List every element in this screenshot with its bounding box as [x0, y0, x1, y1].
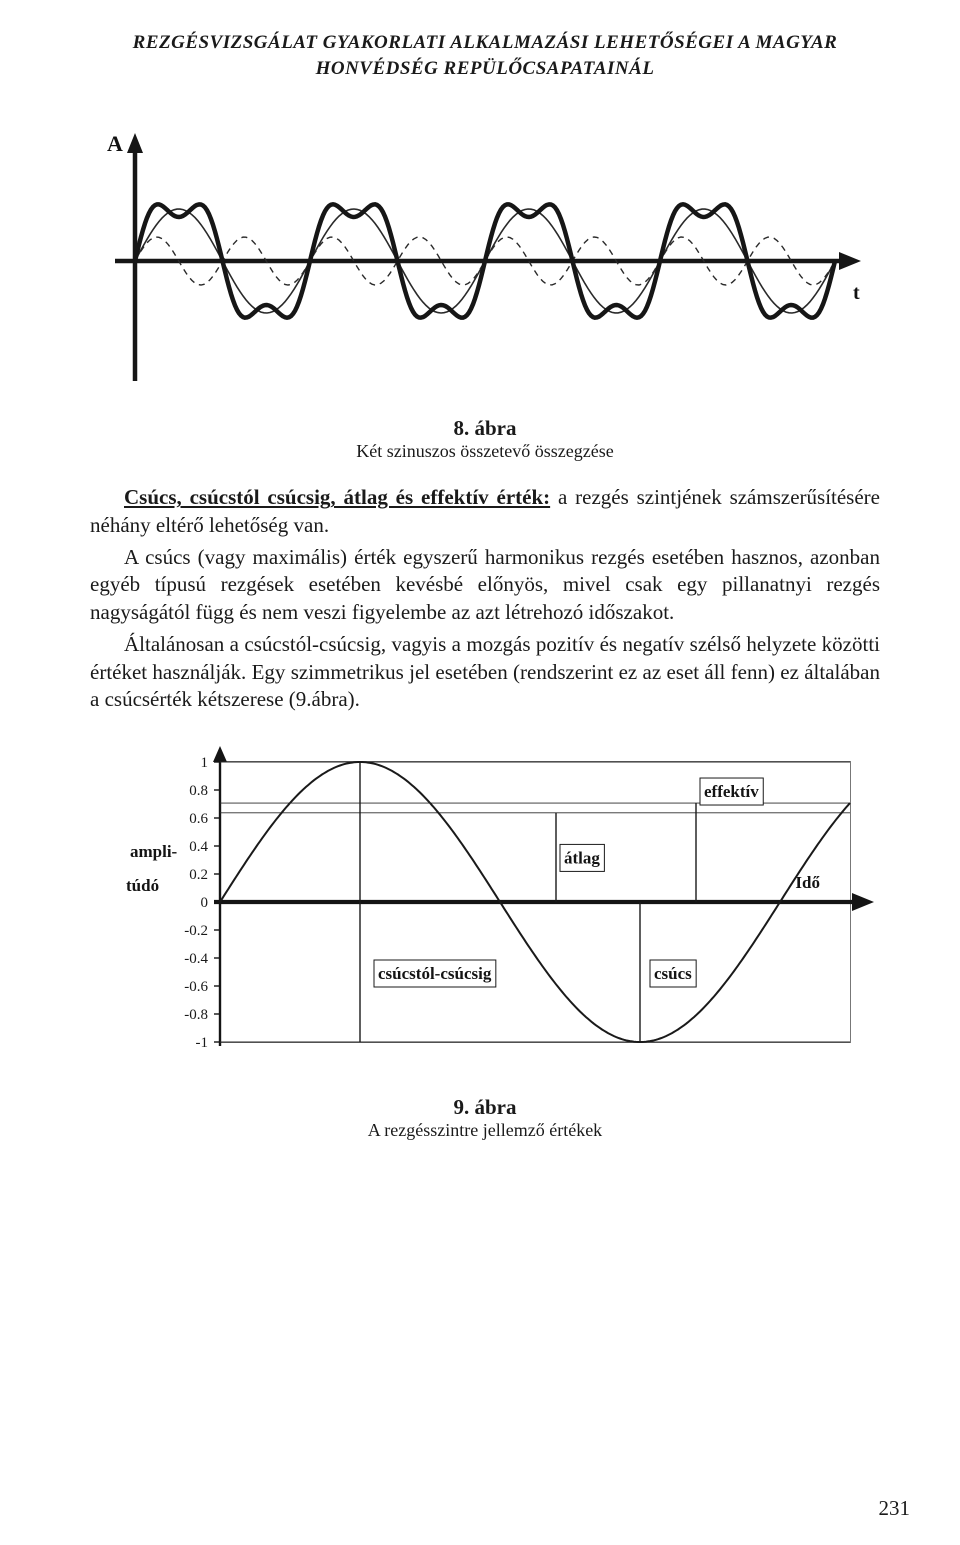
svg-text:-0.6: -0.6 [184, 979, 208, 995]
body-text: Csúcs, csúcstól csúcsig, átlag és effekt… [90, 484, 880, 714]
svg-text:0.4: 0.4 [189, 839, 208, 855]
svg-text:0.2: 0.2 [189, 867, 208, 883]
svg-text:t: t [853, 282, 860, 304]
figure-8-caption-number: 8. ábra [90, 416, 880, 441]
header-line2: HONVÉDSÉG REPÜLŐCSAPATAINÁL [316, 58, 655, 79]
svg-text:0: 0 [201, 895, 209, 911]
svg-text:0.8: 0.8 [189, 783, 208, 799]
figure-8-svg: At [90, 121, 880, 401]
svg-text:-0.8: -0.8 [184, 1007, 208, 1023]
svg-text:átlag: átlag [564, 848, 600, 867]
svg-text:-1: -1 [196, 1035, 209, 1051]
svg-text:Idő: Idő [795, 873, 820, 892]
page-number: 231 [879, 1496, 911, 1521]
paragraph-2: A csúcs (vagy maximális) érték egyszerű … [90, 544, 880, 627]
svg-text:0.6: 0.6 [189, 811, 208, 827]
figure-9-svg: 1 0.8 0.6 0.4 0.2 0 -0.2 -0.4 -0.6 -0.8 -1 átlag eff… [90, 742, 880, 1072]
svg-text:túdó: túdó [126, 876, 159, 895]
figure-8-caption-text: Két szinuszos összetevő összegzése [90, 441, 880, 462]
svg-text:effektív: effektív [704, 782, 759, 801]
paragraph-1-lead: Csúcs, csúcstól csúcsig, átlag és effekt… [124, 485, 550, 509]
paragraph-3: Általánosan a csúcstól-csúcsig, vagyis a… [90, 631, 880, 714]
svg-text:ampli-: ampli- [130, 842, 178, 861]
figure-9: 1 0.8 0.6 0.4 0.2 0 -0.2 -0.4 -0.6 -0.8 -1 átlag eff… [90, 742, 880, 1077]
figure-9-caption-text: A rezgésszintre jellemző értékek [90, 1120, 880, 1141]
header-line1: REZGÉSVIZSGÁLAT GYAKORLATI ALKALMAZÁSI L… [133, 32, 838, 53]
svg-text:-0.2: -0.2 [184, 923, 208, 939]
svg-text:-0.4: -0.4 [184, 951, 208, 967]
svg-text:csúcstól-csúcsig: csúcstól-csúcsig [378, 964, 492, 983]
running-header: REZGÉSVIZSGÁLAT GYAKORLATI ALKALMAZÁSI L… [90, 30, 880, 81]
svg-text:A: A [107, 131, 123, 156]
svg-text:1: 1 [201, 755, 209, 771]
figure-9-caption-number: 9. ábra [90, 1095, 880, 1120]
figure-8: At [90, 121, 880, 406]
paragraph-1: Csúcs, csúcstól csúcsig, átlag és effekt… [90, 484, 880, 539]
svg-text:csúcs: csúcs [654, 964, 692, 983]
